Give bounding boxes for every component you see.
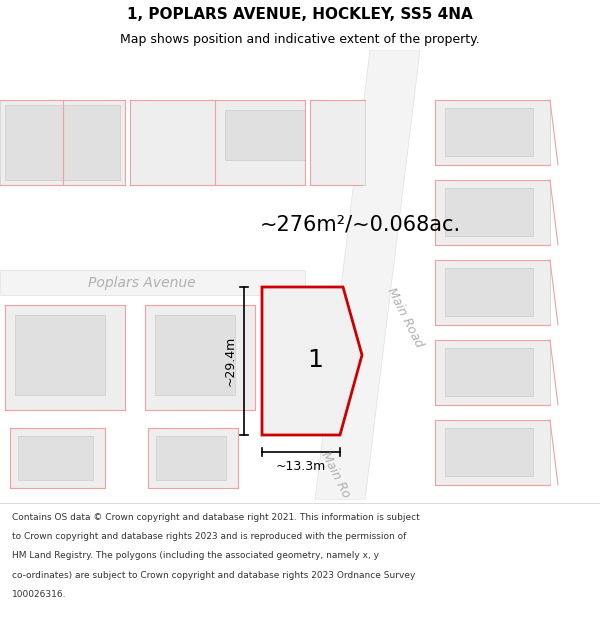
Text: Main Road: Main Road — [385, 286, 425, 350]
Bar — [148, 428, 238, 488]
Polygon shape — [262, 287, 362, 435]
Bar — [445, 428, 533, 476]
Bar — [155, 315, 235, 395]
Bar — [445, 108, 533, 156]
Bar — [0, 100, 125, 185]
Bar — [18, 436, 93, 480]
Bar — [435, 260, 550, 325]
Bar — [445, 268, 533, 316]
Polygon shape — [0, 270, 305, 295]
Polygon shape — [315, 50, 420, 500]
Text: Map shows position and indicative extent of the property.: Map shows position and indicative extent… — [120, 32, 480, 46]
Bar — [435, 340, 550, 405]
Bar — [435, 420, 550, 485]
Bar — [445, 348, 533, 396]
Text: 1: 1 — [307, 348, 323, 372]
Bar — [225, 110, 305, 160]
Bar — [435, 180, 550, 245]
Text: HM Land Registry. The polygons (including the associated geometry, namely x, y: HM Land Registry. The polygons (includin… — [12, 551, 379, 560]
Text: Poplars Avenue: Poplars Avenue — [88, 276, 196, 290]
Bar — [145, 305, 255, 410]
Bar — [10, 428, 105, 488]
Text: ~29.4m: ~29.4m — [223, 336, 236, 386]
Text: Main Ro: Main Ro — [318, 450, 352, 500]
Bar — [156, 436, 226, 480]
Bar — [435, 100, 550, 165]
Text: to Crown copyright and database rights 2023 and is reproduced with the permissio: to Crown copyright and database rights 2… — [12, 532, 406, 541]
Bar — [130, 100, 305, 185]
Text: ~276m²/~0.068ac.: ~276m²/~0.068ac. — [259, 215, 461, 235]
Bar — [15, 315, 105, 395]
Bar — [445, 188, 533, 236]
Bar — [5, 105, 120, 180]
Text: co-ordinates) are subject to Crown copyright and database rights 2023 Ordnance S: co-ordinates) are subject to Crown copyr… — [12, 571, 415, 579]
Text: Contains OS data © Crown copyright and database right 2021. This information is : Contains OS data © Crown copyright and d… — [12, 512, 420, 521]
Text: ~13.3m: ~13.3m — [276, 459, 326, 472]
Bar — [310, 100, 365, 185]
Text: 100026316.: 100026316. — [12, 590, 67, 599]
Text: 1, POPLARS AVENUE, HOCKLEY, SS5 4NA: 1, POPLARS AVENUE, HOCKLEY, SS5 4NA — [127, 6, 473, 21]
Bar — [5, 305, 125, 410]
